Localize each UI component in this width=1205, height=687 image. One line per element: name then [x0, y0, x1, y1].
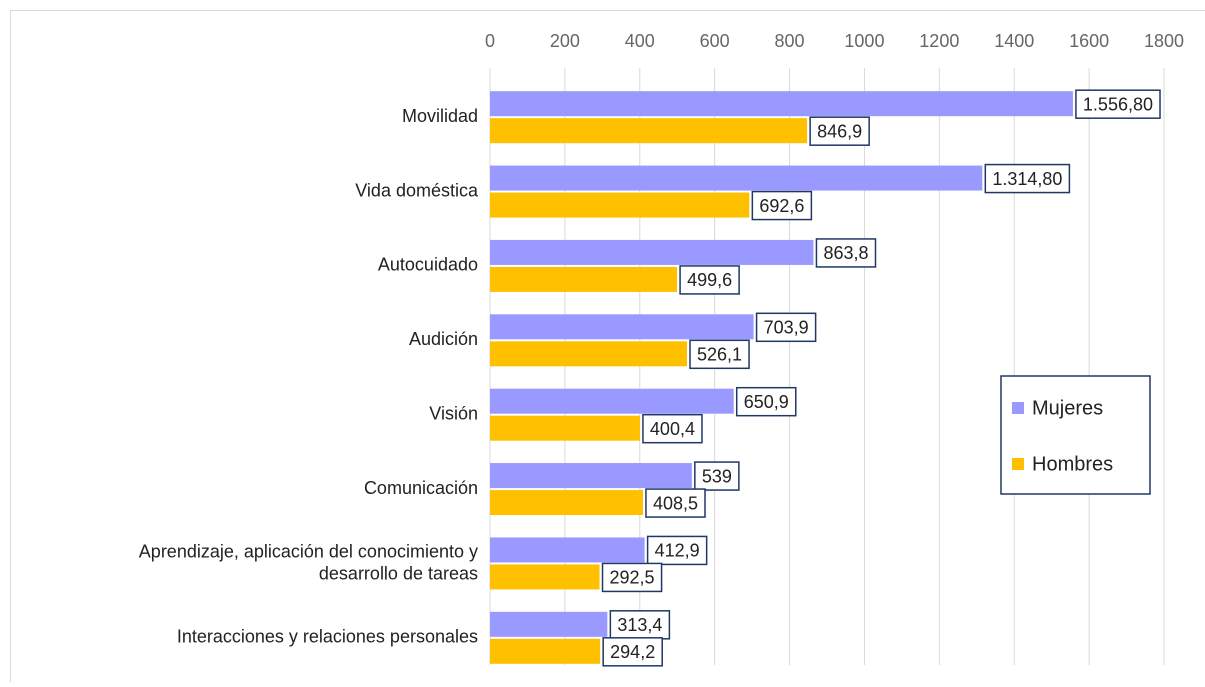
legend-label: Mujeres [1032, 397, 1103, 419]
data-label: 313,4 [610, 611, 669, 639]
x-tick-label: 1000 [844, 31, 884, 51]
x-tick-label: 400 [625, 31, 655, 51]
x-tick-label: 1600 [1069, 31, 1109, 51]
legend-swatch [1012, 402, 1024, 414]
data-label-text: 313,4 [617, 615, 662, 635]
data-label-text: 292,5 [610, 568, 655, 588]
data-label-text: 400,4 [650, 419, 695, 439]
bar [490, 91, 1073, 116]
x-tick-label: 800 [775, 31, 805, 51]
data-label-text: 499,6 [687, 270, 732, 290]
data-label: 294,2 [603, 638, 662, 666]
data-label: 499,6 [680, 266, 739, 294]
data-label-text: 526,1 [697, 345, 742, 365]
data-label-text: 539 [702, 466, 732, 486]
y-tick-label: Autocuidado [378, 255, 478, 275]
data-label: 1.314,80 [985, 165, 1069, 193]
y-tick-label: Audición [409, 329, 478, 349]
data-label-text: 846,9 [817, 121, 862, 141]
data-label: 1.556,80 [1076, 90, 1160, 118]
legend-label: Hombres [1032, 453, 1113, 475]
bar [490, 389, 734, 414]
data-label: 703,9 [757, 313, 816, 341]
bar [490, 463, 692, 488]
data-label: 650,9 [737, 388, 796, 416]
bar [490, 612, 607, 637]
legend-swatch [1012, 458, 1024, 470]
x-tick-label: 1400 [994, 31, 1034, 51]
data-label-text: 1.556,80 [1083, 94, 1153, 114]
data-label: 400,4 [643, 415, 702, 443]
bar [490, 490, 643, 515]
bar [490, 267, 677, 292]
y-tick-label: Interacciones y relaciones personales [177, 627, 478, 647]
bar [490, 314, 754, 339]
x-tick-label: 0 [485, 31, 495, 51]
data-label: 526,1 [690, 340, 749, 368]
data-label-text: 692,6 [759, 196, 804, 216]
y-tick-label: Visión [429, 403, 478, 423]
data-label-text: 1.314,80 [992, 169, 1062, 189]
bar [490, 118, 807, 143]
data-label: 846,9 [810, 117, 869, 145]
data-label: 292,5 [603, 563, 662, 591]
y-tick-label: Comunicación [364, 478, 478, 498]
bar [490, 537, 645, 562]
data-label-text: 412,9 [655, 541, 700, 561]
data-label-text: 408,5 [653, 493, 698, 513]
y-tick-label: Movilidad [402, 106, 478, 126]
y-tick-label: Vida doméstica [355, 180, 479, 200]
bar [490, 166, 982, 191]
data-label-text: 294,2 [610, 642, 655, 662]
data-label: 408,5 [646, 489, 705, 517]
bar [490, 341, 687, 366]
data-label: 863,8 [816, 239, 875, 267]
legend: Mujeres Hombres [1001, 376, 1150, 494]
data-label-text: 650,9 [744, 392, 789, 412]
x-tick-label: 200 [550, 31, 580, 51]
bar [490, 416, 640, 441]
x-tick-label: 1800 [1144, 31, 1184, 51]
data-label: 539 [695, 462, 739, 490]
data-label: 692,6 [752, 192, 811, 220]
legend-box [1001, 376, 1150, 494]
data-label-text: 703,9 [764, 318, 809, 338]
bar [490, 240, 813, 265]
bar [490, 639, 600, 664]
y-tick-label: Aprendizaje, aplicación del conocimiento… [139, 541, 478, 583]
x-tick-label: 600 [700, 31, 730, 51]
x-tick-label: 1200 [919, 31, 959, 51]
data-label: 412,9 [648, 536, 707, 564]
bar [490, 564, 600, 589]
data-label-text: 863,8 [823, 243, 868, 263]
bar [490, 193, 749, 218]
